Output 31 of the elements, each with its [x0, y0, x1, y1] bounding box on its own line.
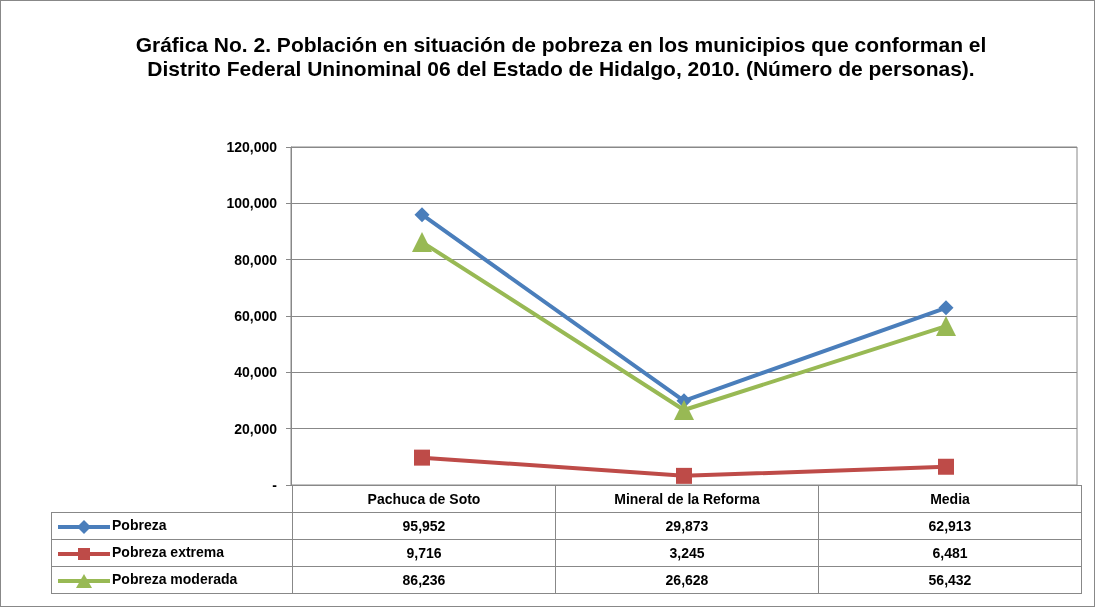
point [412, 232, 432, 253]
x-tick-label: Mineral de la Reforma [555, 485, 819, 513]
data-label: 9,716 [292, 539, 556, 567]
point [414, 449, 430, 466]
data-label: 3,245 [555, 539, 819, 567]
y-tick-label: 80,000 [234, 251, 278, 268]
data-label: 6,481 [818, 539, 1082, 567]
legend-label: Pobreza moderada [112, 571, 238, 588]
data-label: 95,952 [292, 512, 556, 540]
point [674, 400, 694, 420]
point [676, 467, 692, 484]
data-label: 29,873 [555, 512, 819, 540]
point [936, 316, 956, 337]
x-tick-label: Pachuca de Soto [292, 485, 556, 513]
y-tick-label: 100,000 [226, 195, 278, 212]
y-tick-label: 40,000 [234, 364, 278, 381]
legend-label: Pobreza [112, 517, 167, 534]
data-label: 56,432 [818, 566, 1082, 594]
legend-label: Pobreza extrema [112, 544, 225, 561]
point [414, 207, 430, 223]
data-label: 62,913 [818, 512, 1082, 540]
chart-title: Gráfica No. 2. Población en situación de pobreza en los municipios que conforman el Distrito Federal Uninominal 06 del Estado de Hidalgo, 2010. (Número de personas). [134, 33, 988, 81]
x-tick-label: Media [818, 485, 1082, 513]
y-tick-label: 60,000 [234, 308, 278, 324]
data-label: 26,628 [555, 566, 819, 594]
y-tick-label: - [272, 477, 278, 493]
point [938, 300, 954, 316]
y-tick-label: 120,000 [226, 139, 278, 155]
y-tick-label: 20,000 [234, 420, 278, 437]
data-label: 86,236 [292, 566, 556, 594]
point [938, 458, 954, 475]
